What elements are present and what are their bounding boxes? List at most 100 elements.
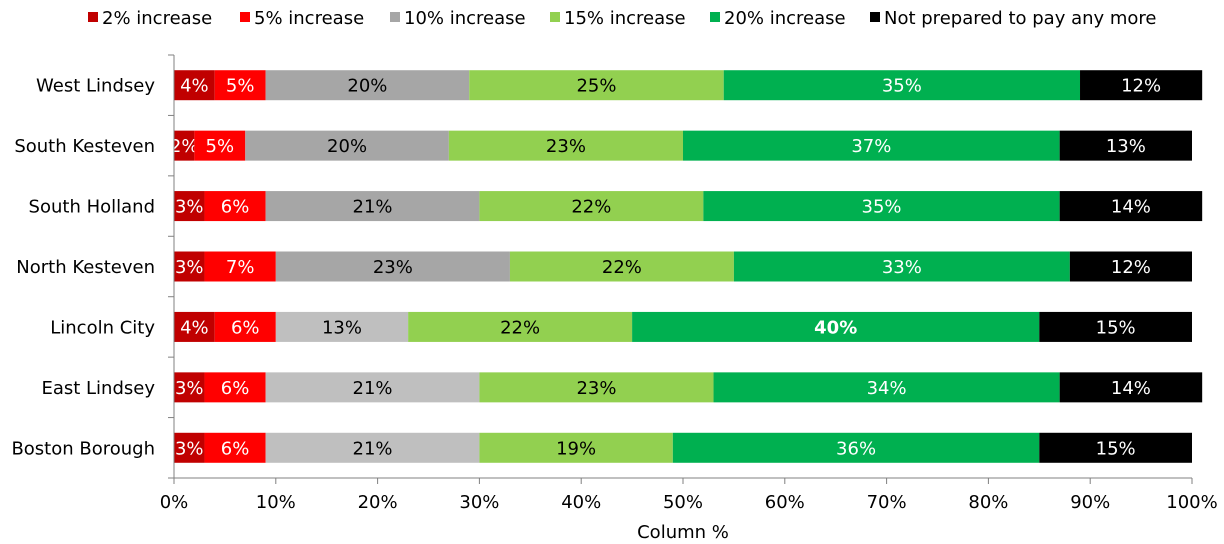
bar-segment bbox=[204, 432, 266, 463]
bar-segment bbox=[713, 372, 1060, 403]
bar-segment bbox=[265, 70, 470, 101]
bar-segment bbox=[1039, 432, 1192, 463]
data-label: 14% bbox=[1111, 197, 1151, 218]
bar-segment bbox=[174, 251, 205, 282]
data-label: 21% bbox=[353, 378, 393, 399]
legend-label: 10% increase bbox=[404, 8, 526, 29]
data-label: 3% bbox=[175, 197, 204, 218]
bar-segment bbox=[194, 130, 246, 161]
bar-row: 4% 6% 13% 22% 40% 15% bbox=[174, 311, 1192, 342]
bar-segment bbox=[1069, 251, 1192, 282]
bar-segment bbox=[1059, 191, 1203, 222]
bar-segment bbox=[723, 70, 1081, 101]
data-label: 35% bbox=[882, 76, 922, 97]
bar-row: 3% 7% 23% 22% 33% 12% bbox=[174, 251, 1192, 282]
x-tick-label: 40% bbox=[561, 492, 601, 513]
category-label: Lincoln City bbox=[50, 317, 155, 338]
bar-segment bbox=[174, 432, 205, 463]
bar-row: 3% 6% 21% 19% 36% 15% bbox=[174, 432, 1192, 463]
legend-item: 5% increase bbox=[240, 8, 364, 29]
bar-row: 3% 6% 21% 23% 34% 14% bbox=[174, 372, 1203, 403]
x-tick-label: 60% bbox=[765, 492, 805, 513]
data-label: 37% bbox=[851, 136, 891, 157]
data-label: 23% bbox=[546, 136, 586, 157]
data-label: 12% bbox=[1111, 257, 1151, 278]
data-label: 13% bbox=[322, 317, 362, 338]
bar-segment bbox=[174, 130, 195, 161]
x-tick-label: 0% bbox=[160, 492, 189, 513]
data-label: 13% bbox=[1106, 136, 1146, 157]
x-tick-label: 70% bbox=[867, 492, 907, 513]
bar-segment bbox=[733, 251, 1070, 282]
category-label: Boston Borough bbox=[11, 438, 155, 459]
legend-label: 2% increase bbox=[102, 8, 212, 29]
category-label: West Lindsey bbox=[36, 76, 155, 97]
bar-segment bbox=[265, 432, 480, 463]
bar-segment bbox=[1059, 130, 1192, 161]
x-tick-label: 20% bbox=[358, 492, 398, 513]
x-tick-label: 80% bbox=[968, 492, 1008, 513]
bar-segment bbox=[683, 130, 1060, 161]
legend-label: Not prepared to pay any more bbox=[884, 8, 1157, 29]
bar-segment bbox=[408, 311, 633, 342]
legend-swatch bbox=[870, 12, 880, 22]
data-label: 34% bbox=[867, 378, 907, 399]
x-tick-label: 100% bbox=[1166, 492, 1217, 513]
data-label: 33% bbox=[882, 257, 922, 278]
data-label: 5% bbox=[206, 136, 235, 157]
bar-segment bbox=[672, 432, 1040, 463]
bar-segment bbox=[1039, 311, 1192, 342]
legend-item: 2% increase bbox=[88, 8, 212, 29]
data-label: 15% bbox=[1096, 317, 1136, 338]
bar-segment bbox=[479, 432, 673, 463]
legend-swatch bbox=[88, 12, 98, 22]
bar-segment bbox=[174, 372, 205, 403]
legend-swatch bbox=[240, 12, 250, 22]
bar-row: 2% 5% 20% 23% 37% 13% bbox=[170, 130, 1192, 161]
bar-segment bbox=[469, 70, 724, 101]
bar-segment bbox=[204, 372, 266, 403]
data-label: 15% bbox=[1096, 438, 1136, 459]
data-label: 4% bbox=[180, 76, 209, 97]
bar-segment bbox=[1080, 70, 1203, 101]
bar-segment bbox=[265, 372, 480, 403]
x-tick-label: 90% bbox=[1070, 492, 1110, 513]
x-axis-title: Column % bbox=[637, 522, 729, 543]
legend-item: 15% increase bbox=[550, 8, 686, 29]
data-label: 21% bbox=[353, 197, 393, 218]
legend-item: 10% increase bbox=[390, 8, 526, 29]
data-label: 5% bbox=[226, 76, 255, 97]
bar-segment bbox=[204, 191, 266, 222]
data-label: 4% bbox=[180, 317, 209, 338]
bar-segment bbox=[174, 311, 215, 342]
legend: 2% increase 5% increase 10% increase 15% in… bbox=[88, 8, 1157, 29]
category-label: East Lindsey bbox=[41, 378, 155, 399]
data-label: 6% bbox=[221, 378, 250, 399]
data-label: 6% bbox=[221, 438, 250, 459]
legend-swatch bbox=[390, 12, 400, 22]
data-label: 22% bbox=[571, 197, 611, 218]
data-label: 19% bbox=[556, 438, 596, 459]
bar-segment bbox=[265, 191, 480, 222]
data-label: 35% bbox=[862, 197, 902, 218]
legend-label: 5% increase bbox=[254, 8, 364, 29]
x-tick-label: 30% bbox=[459, 492, 499, 513]
x-tick-label: 50% bbox=[663, 492, 703, 513]
bar-segment bbox=[214, 311, 276, 342]
data-label: 6% bbox=[221, 197, 250, 218]
bar-segment bbox=[448, 130, 683, 161]
legend-item: 20% increase bbox=[710, 8, 846, 29]
data-label: 23% bbox=[373, 257, 413, 278]
data-label: 20% bbox=[327, 136, 367, 157]
data-label: 40% bbox=[814, 317, 857, 338]
axes: West Lindsey South Kesteven South Holland N… bbox=[11, 54, 1218, 513]
legend-item: Not prepared to pay any more bbox=[870, 8, 1157, 29]
data-label: 23% bbox=[576, 378, 616, 399]
data-label: 14% bbox=[1111, 378, 1151, 399]
legend-swatch bbox=[710, 12, 720, 22]
bar-segment bbox=[479, 372, 714, 403]
data-label: 22% bbox=[500, 317, 540, 338]
bar-segment bbox=[632, 311, 1040, 342]
legend-swatch bbox=[550, 12, 560, 22]
